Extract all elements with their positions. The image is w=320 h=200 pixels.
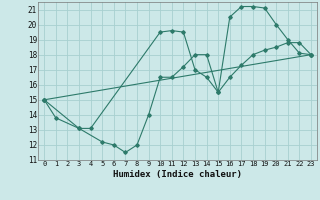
X-axis label: Humidex (Indice chaleur): Humidex (Indice chaleur): [113, 170, 242, 179]
